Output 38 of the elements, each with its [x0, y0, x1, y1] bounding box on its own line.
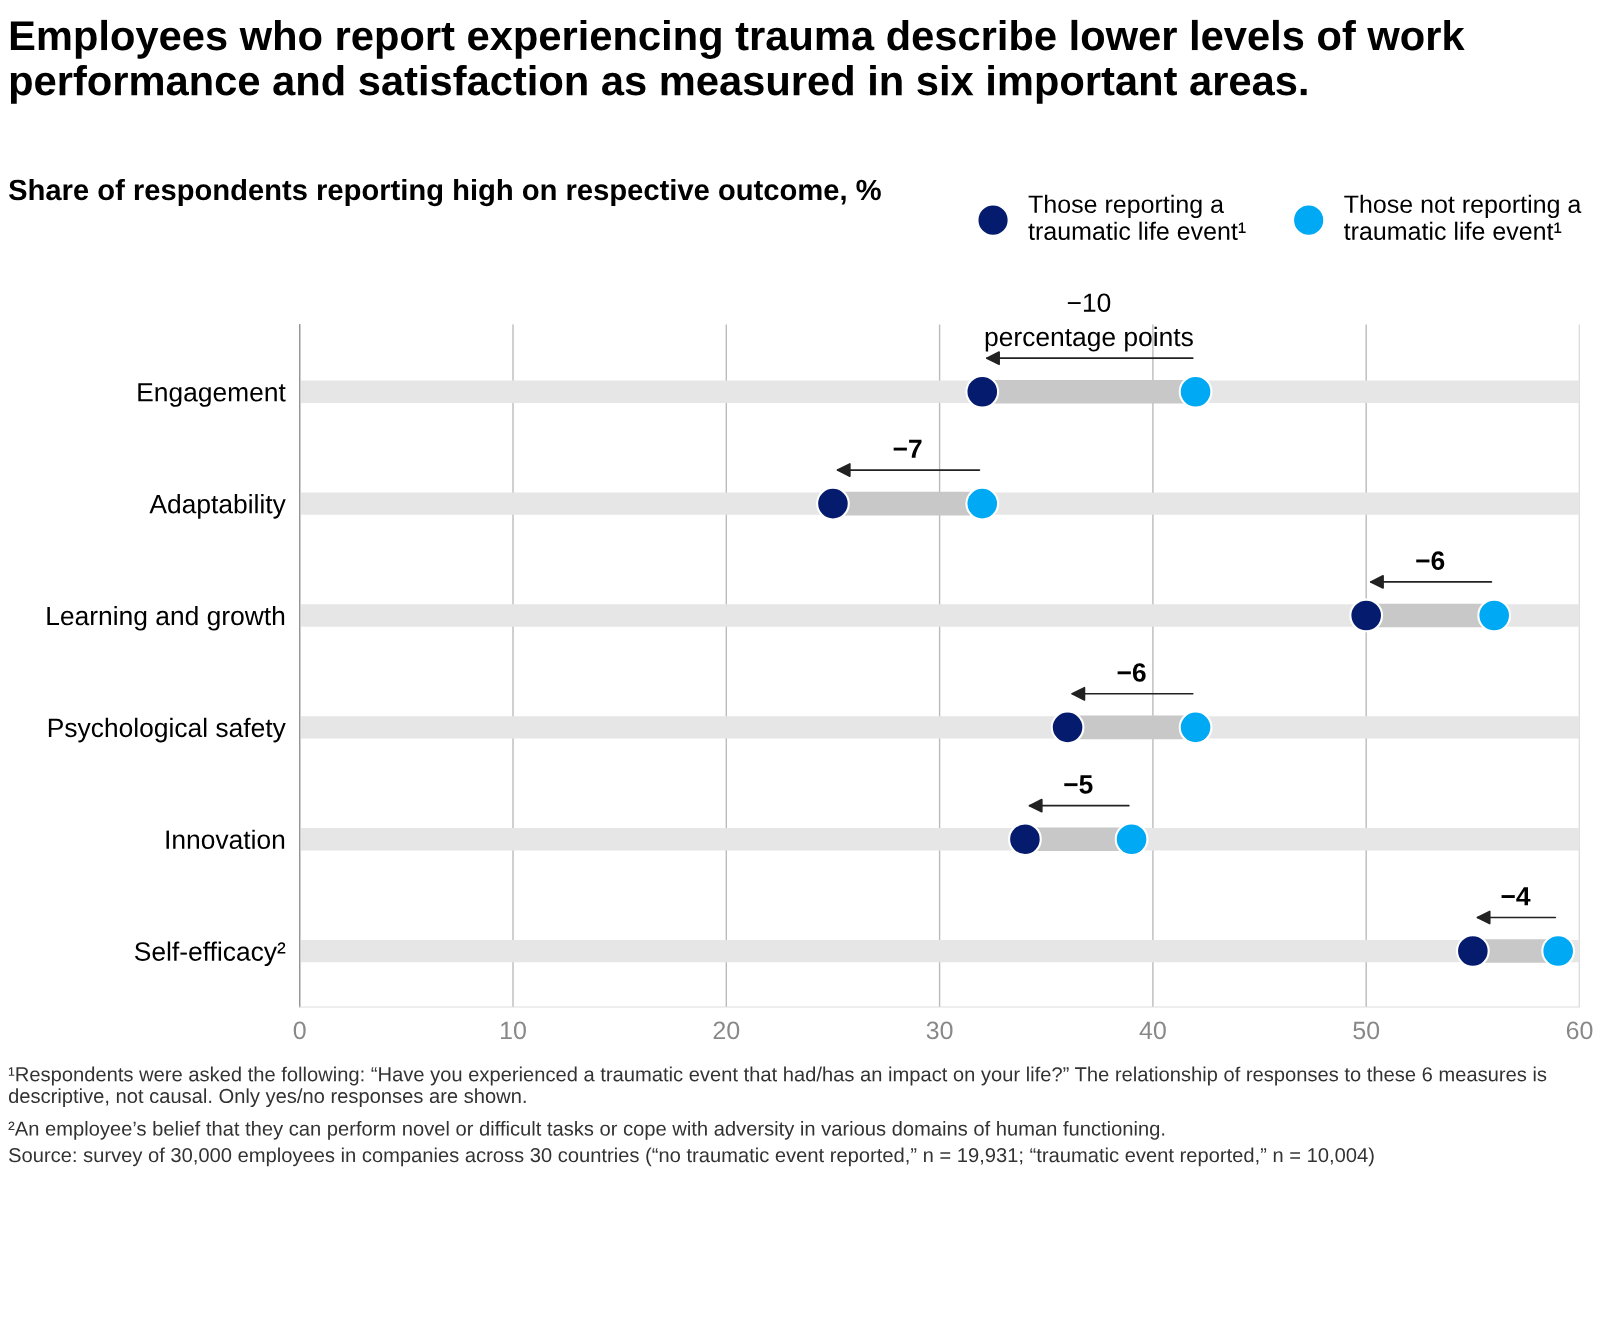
chart-subtitle: Share of respondents reporting high on respective outcome, %	[8, 178, 881, 207]
annotation: −6	[1416, 551, 1445, 570]
point	[1050, 710, 1085, 745]
x-tick-label: 30	[926, 1021, 953, 1040]
annotation: −4	[1501, 887, 1531, 906]
y-tick-label: Psychological safety	[48, 717, 286, 743]
x-tick-label: 60	[1566, 1021, 1593, 1040]
point	[1008, 822, 1042, 857]
point	[1455, 934, 1490, 968]
annotation: −10 percentage points	[985, 293, 1193, 352]
y-tick-label: Engagement	[138, 383, 286, 407]
x-tick-label: 50	[1353, 1021, 1380, 1040]
annotation: −6	[1117, 663, 1146, 682]
point	[1349, 598, 1384, 633]
point	[1477, 598, 1512, 633]
x-tick-label: 10	[501, 1021, 526, 1040]
annotation: −5	[1064, 775, 1093, 794]
chart-title: Employees who report experiencing trauma describe lower levels of work performance and satisfaction as measured in six important areas.	[10, 19, 1465, 104]
annotation: −7	[893, 439, 922, 458]
source-note: Source: survey of 30,000 employees in companies across 30 countries (“no traumatic event reported,” n = 19,931; “traumatic event reported,” n = 10,004)	[9, 1147, 1374, 1167]
text: ²An employee’s belief that they can perform novel or difficult tasks or cope with adversity in various domains of human functioning.	[8, 1120, 1165, 1140]
x-tick-label: 40	[1139, 1021, 1166, 1040]
point	[1178, 374, 1213, 409]
x-tick-label: 0	[293, 1021, 306, 1040]
y-tick-label: Adaptability	[149, 494, 286, 519]
legend-label: Those not reporting a traumatic life event¹	[1344, 194, 1582, 241]
point	[965, 374, 1000, 409]
y-tick-label: Self-efficacy²	[134, 941, 286, 967]
point	[1541, 934, 1576, 968]
point	[965, 486, 1000, 521]
point	[816, 486, 850, 521]
point	[1178, 710, 1213, 745]
legend-label: Those reporting a traumatic life event¹	[1028, 194, 1246, 241]
y-tick-label: Innovation	[166, 829, 285, 850]
y-tick-label: Learning and growth	[47, 605, 285, 631]
point	[1114, 822, 1149, 857]
x-tick-label: 20	[713, 1021, 740, 1040]
text: ¹Respondents were asked the following: “Have you experienced a traumatic event that had/has an impact on your life?” The relationship of responses to these 6 measures is descriptive, not causal. Only yes/no responses are shown.	[8, 1066, 1547, 1108]
